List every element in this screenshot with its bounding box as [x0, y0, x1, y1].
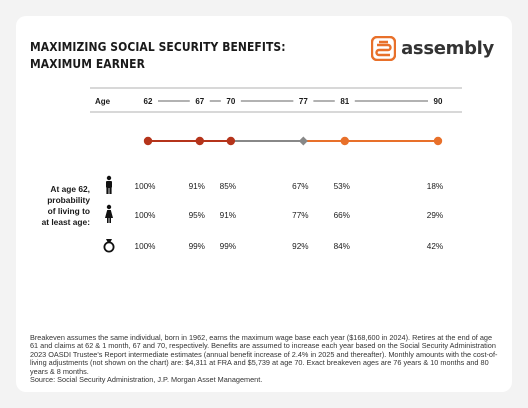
age-label-70: 70	[226, 97, 235, 106]
female-icon-right-leg	[109, 218, 111, 223]
cell-ring-81: 84%	[334, 242, 350, 251]
cell-female-67: 95%	[189, 211, 205, 220]
ring-icon-band	[103, 241, 115, 253]
timeline-marker-81	[340, 136, 349, 146]
brand-name: assembly	[401, 38, 494, 59]
male-icon-body	[106, 181, 112, 188]
male-icon-left-leg	[106, 188, 109, 194]
age-label-77: 77	[299, 97, 308, 106]
chart-card: MAXIMIZING SOCIAL SECURITY BENEFITS: MAX…	[16, 16, 512, 392]
ring-icon	[103, 239, 115, 253]
footnote: Breakeven assumes the same individual, b…	[30, 333, 500, 385]
brand-logo: assembly	[371, 36, 494, 61]
footnote-source: Source: Social Security Administration, …	[30, 375, 263, 385]
ring-icon-gem	[106, 239, 112, 242]
cell-female-62: 100%	[135, 211, 156, 220]
row-label-line-4: at least age:	[42, 217, 90, 227]
male-icon-head	[106, 175, 112, 181]
male-icon	[106, 175, 112, 194]
female-icon-head	[106, 204, 112, 210]
cell-male-62: 100%	[135, 182, 156, 191]
age-label-81: 81	[340, 97, 349, 106]
timeline-marker-77	[298, 136, 308, 146]
cell-ring-70: 99%	[220, 242, 236, 251]
male-icon-right-leg	[109, 188, 112, 194]
cell-ring-77: 92%	[292, 242, 308, 251]
cell-female-77: 77%	[292, 211, 308, 220]
cell-ring-90: 42%	[427, 242, 443, 251]
timeline-marker-62	[143, 136, 153, 146]
age-label-67: 67	[195, 97, 204, 106]
cell-male-90: 18%	[427, 182, 443, 191]
row-label-line-3: of living to	[48, 206, 90, 216]
title-line-2: MAXIMUM EARNER	[30, 56, 145, 71]
age-label-90: 90	[434, 97, 443, 106]
footnote-paragraph: Breakeven assumes the same individual, b…	[30, 333, 498, 376]
age-axis-label: Age	[95, 97, 111, 106]
row-label-line-1: At age 62,	[50, 184, 90, 194]
cell-male-81: 53%	[334, 182, 350, 191]
cell-male-77: 67%	[292, 182, 308, 191]
row-label-line-2: probability	[47, 195, 90, 205]
title-line-1: MAXIMIZING SOCIAL SECURITY BENEFITS:	[30, 39, 286, 54]
cell-female-90: 29%	[427, 211, 443, 220]
age-label-62: 62	[144, 97, 153, 106]
cell-ring-67: 99%	[189, 242, 205, 251]
female-icon-left-leg	[107, 218, 109, 223]
cell-female-81: 66%	[334, 211, 350, 220]
timeline-marker-70	[226, 136, 236, 146]
cell-male-67: 91%	[189, 182, 205, 191]
female-icon	[105, 204, 113, 223]
cell-female-70: 91%	[220, 211, 236, 220]
timeline-marker-90	[433, 136, 443, 146]
chart-title: MAXIMIZING SOCIAL SECURITY BENEFITS: MAX…	[30, 38, 286, 72]
female-icon-dress	[105, 210, 113, 218]
cell-male-70: 85%	[220, 182, 236, 191]
assembly-logo-icon	[371, 36, 397, 61]
timeline-marker-67	[195, 136, 204, 146]
cell-ring-62: 100%	[135, 242, 156, 251]
